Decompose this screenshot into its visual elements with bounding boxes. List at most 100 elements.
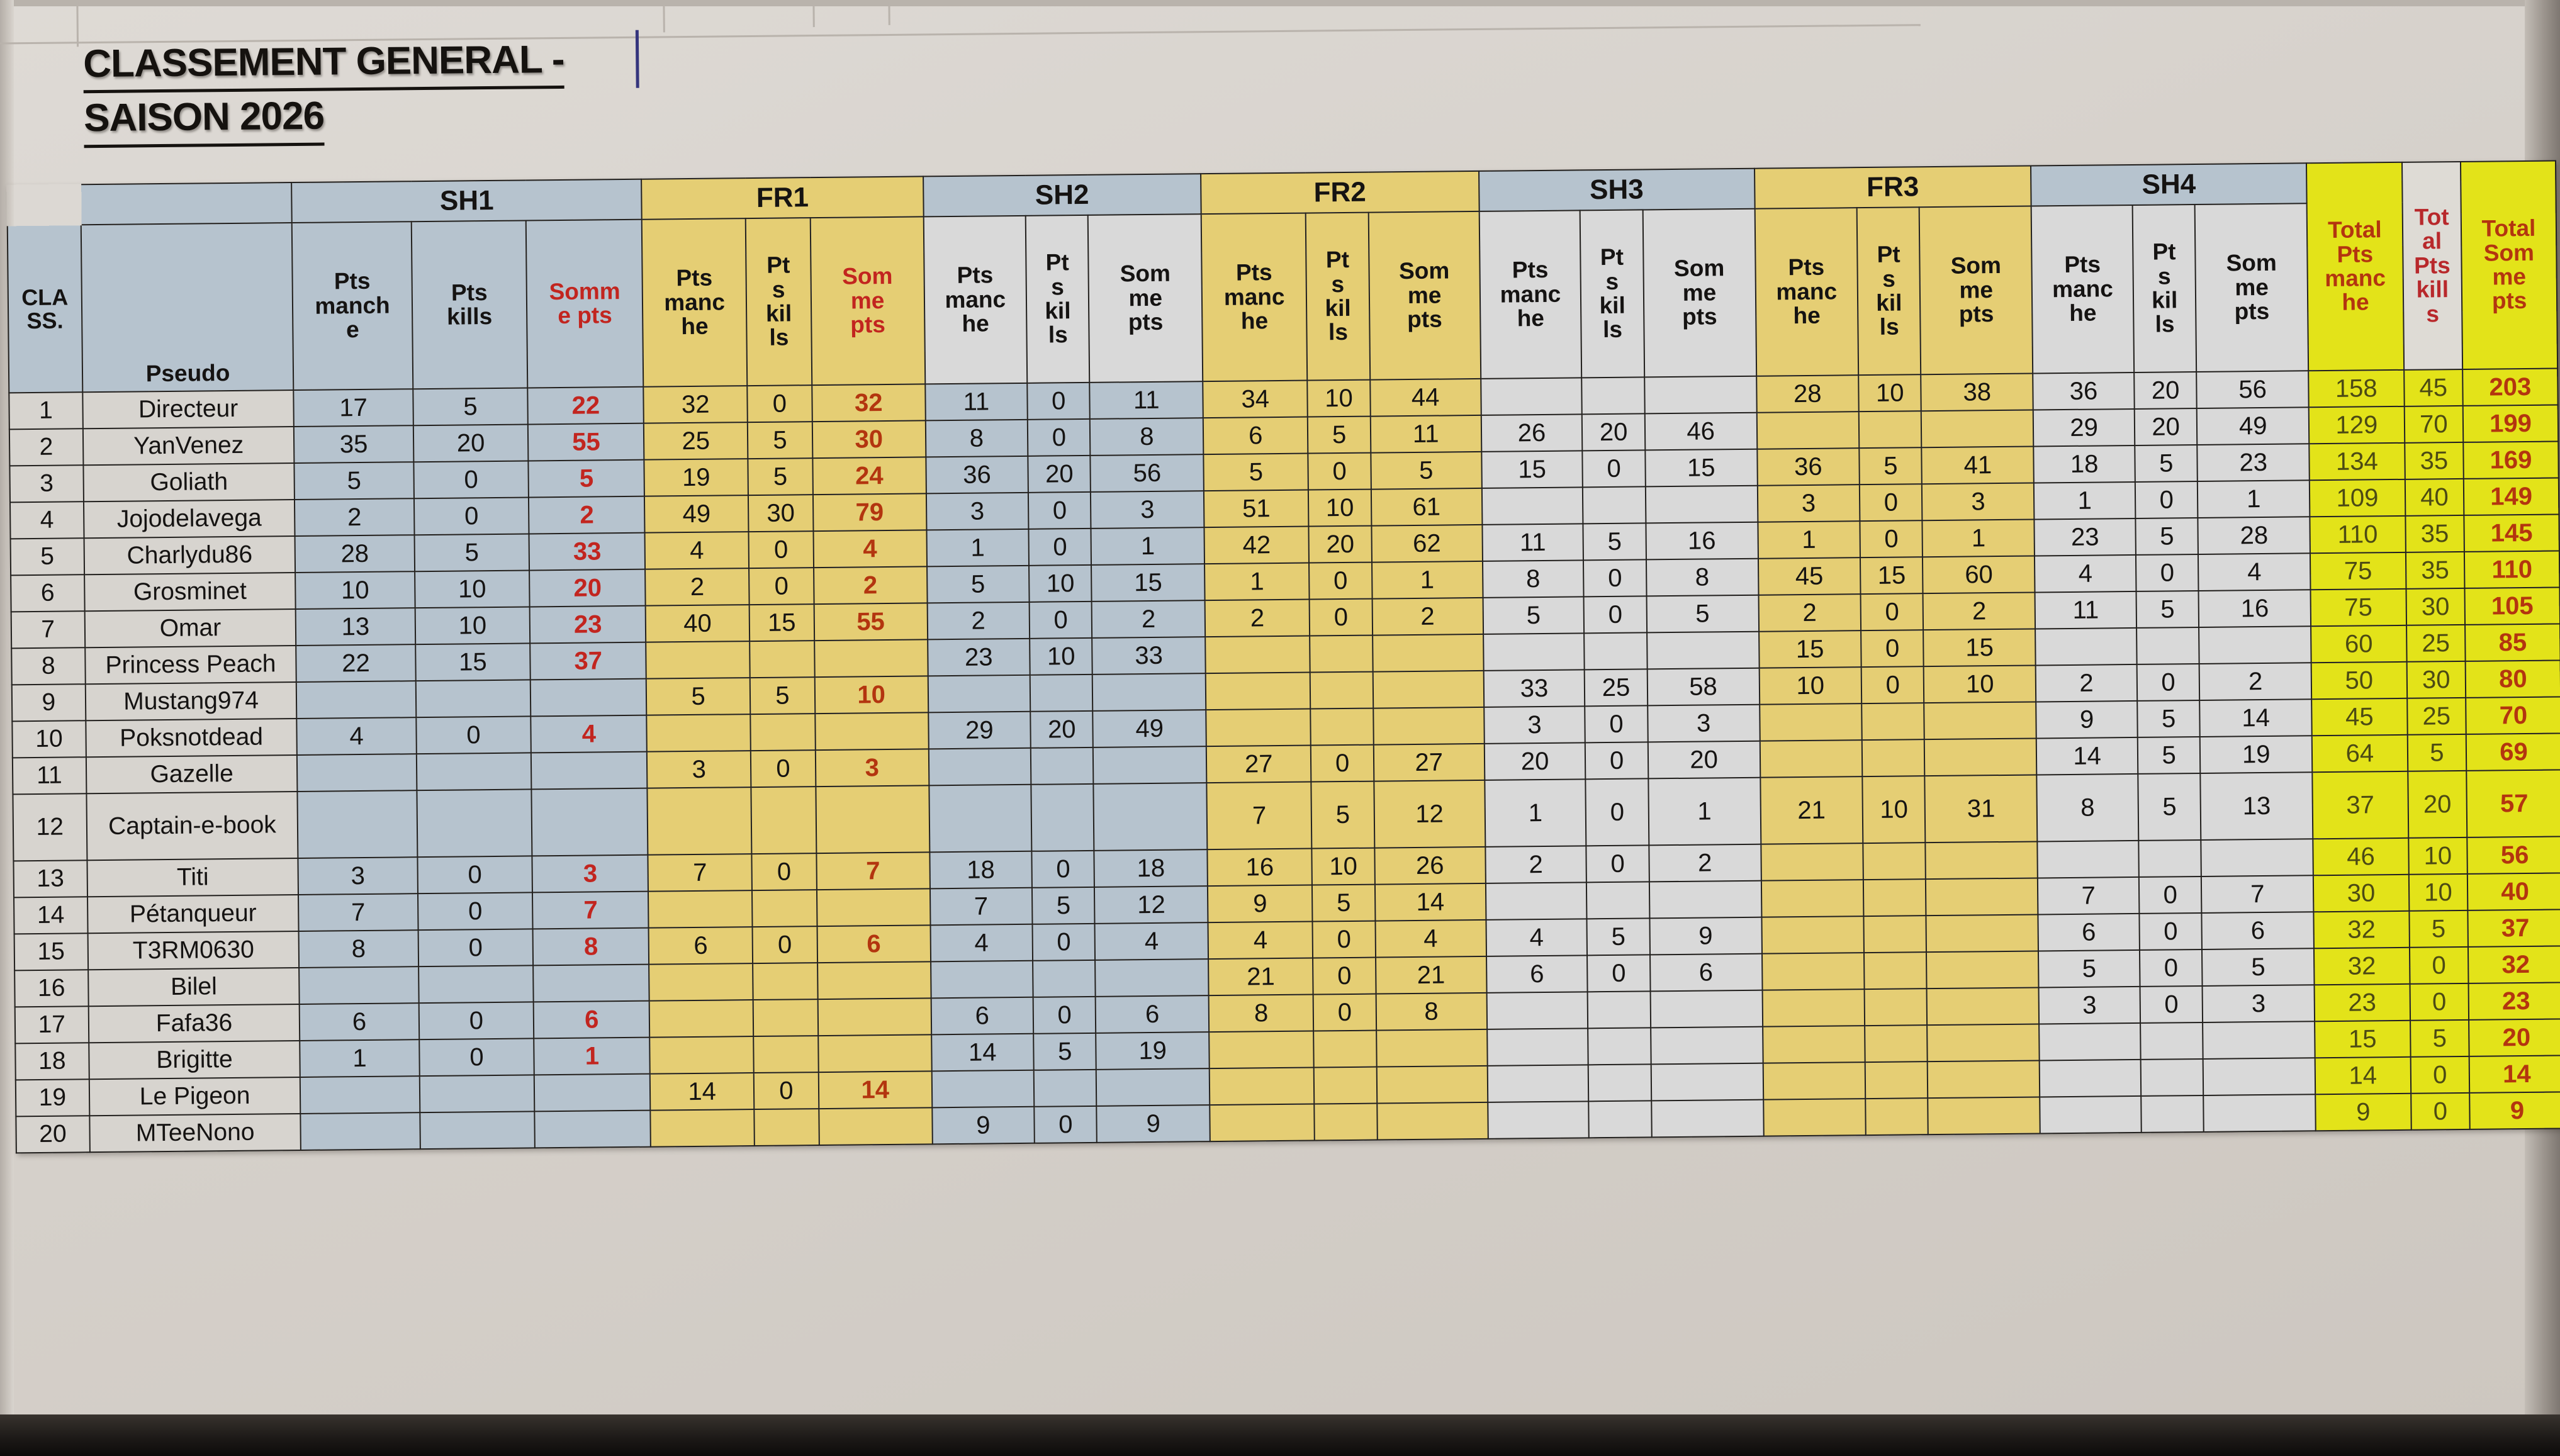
cell-fr1-pts-manche[interactable] — [646, 641, 750, 679]
cell-sh2-pts-kills[interactable]: 5 — [1032, 887, 1095, 924]
cell-sh4-pts-manche[interactable]: 23 — [2034, 518, 2136, 556]
cell-rank[interactable]: 16 — [14, 970, 89, 1007]
cell-fr1-somme-pts[interactable] — [816, 888, 931, 927]
cell-sh3-pts-kills[interactable] — [1588, 1028, 1651, 1065]
cell-sh3-somme-pts[interactable] — [1651, 1063, 1763, 1101]
cell-sh1-pts-kills[interactable] — [419, 1111, 536, 1150]
cell-fr1-pts-kills[interactable]: 5 — [748, 458, 813, 496]
cell-sh3-somme-pts[interactable] — [1649, 880, 1761, 919]
cell-total-pts-kills[interactable]: 35 — [2405, 515, 2464, 552]
cell-sh2-somme-pts[interactable]: 15 — [1091, 564, 1205, 602]
cell-sh1-pts-kills[interactable] — [418, 965, 534, 1004]
cell-fr1-pts-manche[interactable] — [650, 1109, 755, 1147]
cell-sh1-pts-manche[interactable]: 28 — [295, 535, 415, 573]
cell-sh1-somme-pts[interactable] — [534, 1073, 651, 1112]
cell-sh3-pts-kills[interactable] — [1584, 632, 1648, 670]
cell-fr3-pts-manche[interactable] — [1759, 703, 1862, 741]
cell-fr1-somme-pts[interactable]: 32 — [812, 384, 926, 422]
cell-fr1-pts-manche[interactable] — [649, 1000, 754, 1038]
cell-sh4-pts-manche[interactable]: 9 — [2036, 700, 2138, 739]
cell-total-pts-manche[interactable]: 46 — [2313, 837, 2409, 876]
cell-fr1-pts-manche[interactable]: 6 — [648, 927, 753, 965]
cell-total-pts-kills[interactable]: 5 — [2410, 1019, 2469, 1057]
cell-sh3-somme-pts[interactable] — [1650, 1026, 1763, 1065]
cell-rank[interactable]: 10 — [12, 720, 86, 758]
cell-fr1-pts-manche[interactable]: 5 — [646, 678, 751, 715]
cell-fr3-somme-pts[interactable] — [1925, 841, 2038, 880]
cell-fr1-pts-kills[interactable]: 0 — [751, 853, 817, 891]
cell-sh4-pts-manche[interactable]: 2 — [2035, 664, 2138, 702]
cell-fr1-somme-pts[interactable]: 79 — [812, 493, 926, 532]
cell-total-pts-manche[interactable]: 15 — [2315, 1020, 2411, 1058]
cell-fr3-somme-pts[interactable]: 10 — [1924, 665, 2036, 703]
cell-fr3-somme-pts[interactable]: 31 — [1924, 775, 2038, 843]
cell-sh3-pts-manche[interactable]: 1 — [1484, 779, 1586, 847]
cell-sh3-pts-manche[interactable]: 26 — [1481, 414, 1583, 452]
cell-sh2-somme-pts[interactable]: 11 — [1089, 381, 1203, 419]
cell-fr1-somme-pts[interactable]: 7 — [816, 852, 930, 890]
cell-fr3-pts-manche[interactable] — [1762, 989, 1865, 1027]
cell-sh4-somme-pts[interactable]: 7 — [2201, 875, 2314, 913]
cell-sh3-somme-pts[interactable]: 5 — [1646, 595, 1759, 633]
cell-total-pts-kills[interactable]: 35 — [2405, 551, 2465, 589]
cell-sh2-somme-pts[interactable] — [1092, 673, 1206, 711]
cell-sh4-somme-pts[interactable]: 14 — [2199, 699, 2312, 737]
cell-sh1-somme-pts[interactable]: 6 — [533, 1000, 650, 1039]
cell-fr2-somme-pts[interactable]: 4 — [1375, 919, 1486, 958]
cell-fr2-somme-pts[interactable]: 21 — [1375, 956, 1487, 994]
cell-sh1-somme-pts[interactable]: 37 — [530, 642, 647, 680]
cell-sh2-pts-kills[interactable] — [1033, 960, 1096, 997]
cell-fr3-somme-pts[interactable] — [1927, 1024, 2040, 1062]
cell-sh3-pts-kills[interactable]: 0 — [1585, 705, 1648, 743]
cell-fr2-pts-manche[interactable]: 7 — [1206, 781, 1312, 850]
cell-fr2-somme-pts[interactable] — [1376, 1065, 1488, 1104]
cell-rank[interactable]: 2 — [9, 428, 84, 466]
cell-sh4-pts-manche[interactable]: 8 — [2036, 773, 2139, 842]
cell-sh1-pts-manche[interactable]: 35 — [294, 425, 414, 464]
cell-total-somme-pts[interactable]: 57 — [2466, 770, 2560, 837]
cell-fr2-pts-manche[interactable]: 6 — [1203, 417, 1308, 455]
cell-sh4-pts-kills[interactable]: 0 — [2135, 554, 2199, 591]
cell-sh1-somme-pts[interactable]: 5 — [528, 459, 645, 498]
cell-pseudo[interactable]: Charlydu86 — [84, 536, 296, 575]
cell-total-somme-pts[interactable]: 105 — [2464, 587, 2560, 625]
cell-pseudo[interactable]: Goliath — [83, 463, 295, 502]
cell-rank[interactable]: 18 — [15, 1043, 89, 1080]
cell-rank[interactable]: 8 — [11, 647, 86, 685]
cell-fr1-pts-manche[interactable] — [646, 714, 751, 752]
cell-sh2-pts-kills[interactable]: 0 — [1034, 1106, 1098, 1143]
cell-fr1-pts-manche[interactable] — [647, 787, 752, 855]
cell-sh1-pts-kills[interactable]: 20 — [413, 424, 529, 462]
cell-fr1-somme-pts[interactable] — [817, 961, 931, 1000]
cell-fr3-pts-kills[interactable] — [1864, 988, 1928, 1026]
cell-fr3-somme-pts[interactable]: 15 — [1923, 629, 2036, 667]
cell-fr1-somme-pts[interactable] — [815, 712, 929, 751]
cell-fr3-somme-pts[interactable] — [1921, 410, 2034, 448]
cell-fr1-pts-manche[interactable] — [648, 890, 753, 928]
cell-total-somme-pts[interactable]: 9 — [2469, 1092, 2560, 1129]
cell-sh4-pts-kills[interactable]: 0 — [2139, 912, 2203, 950]
cell-fr2-pts-kills[interactable]: 0 — [1308, 452, 1371, 490]
cell-pseudo[interactable]: T3RM0630 — [87, 931, 300, 970]
cell-fr1-pts-manche[interactable] — [649, 963, 753, 1001]
cell-fr2-pts-kills[interactable]: 0 — [1311, 744, 1374, 782]
cell-total-pts-kills[interactable]: 25 — [2406, 624, 2466, 662]
cell-sh2-pts-kills[interactable]: 10 — [1029, 564, 1092, 602]
cell-sh4-somme-pts[interactable] — [2201, 839, 2313, 876]
cell-sh2-pts-kills[interactable] — [1030, 674, 1093, 712]
cell-sh3-pts-kills[interactable]: 0 — [1585, 742, 1649, 780]
cell-sh3-pts-manche[interactable]: 5 — [1483, 596, 1585, 634]
cell-pseudo[interactable]: Brigitte — [88, 1040, 301, 1080]
cell-sh2-pts-kills[interactable]: 5 — [1033, 1033, 1097, 1070]
cell-fr2-pts-manche[interactable]: 21 — [1208, 958, 1313, 996]
cell-sh2-pts-manche[interactable]: 18 — [929, 851, 1033, 889]
cell-fr3-pts-kills[interactable]: 0 — [1859, 484, 1923, 522]
cell-fr1-pts-manche[interactable]: 3 — [647, 751, 751, 788]
cell-sh4-pts-manche[interactable]: 7 — [2038, 876, 2140, 915]
cell-fr2-pts-kills[interactable]: 10 — [1307, 379, 1371, 417]
cell-sh4-pts-kills[interactable]: 0 — [2138, 876, 2202, 914]
cell-sh3-pts-manche[interactable] — [1481, 487, 1583, 525]
cell-fr3-somme-pts[interactable] — [1926, 914, 2039, 953]
cell-fr2-pts-kills[interactable]: 0 — [1309, 598, 1373, 636]
cell-sh2-pts-kills[interactable]: 0 — [1033, 996, 1096, 1034]
